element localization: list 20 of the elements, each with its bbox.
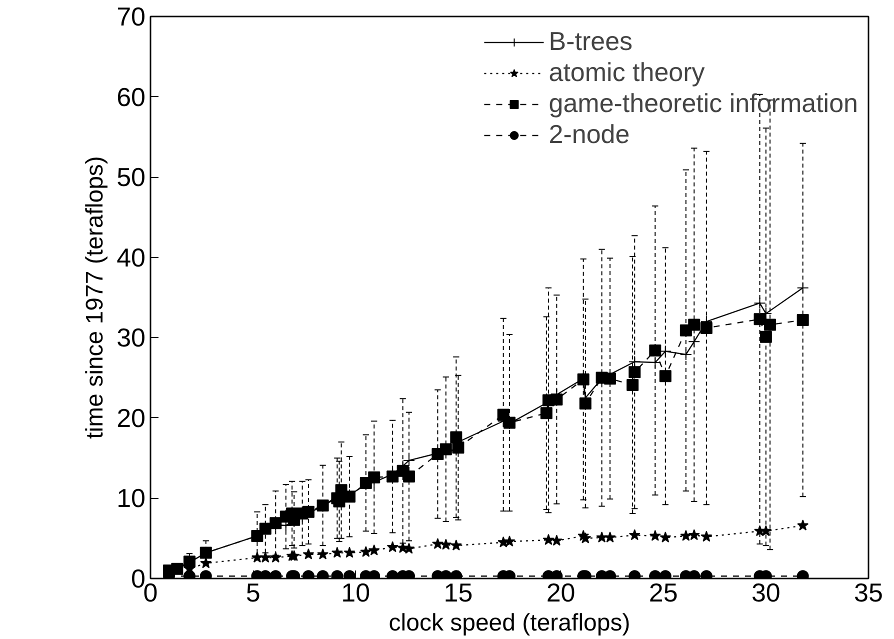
y-tick-label: 20 xyxy=(116,402,146,433)
x-tick-label: 30 xyxy=(751,578,780,608)
x-tick-label: 15 xyxy=(444,578,473,608)
x-tick-label: 10 xyxy=(341,578,370,608)
legend-label: atomic theory xyxy=(548,57,705,88)
y-tick-label: 70 xyxy=(116,2,146,32)
y-tick-label: 60 xyxy=(116,82,146,112)
y-tick-label: 40 xyxy=(116,242,146,272)
x-tick-label: 35 xyxy=(854,578,883,608)
legend-label: game-theoretic information xyxy=(548,88,858,119)
y-axis-title: time since 1977 (teraflops) xyxy=(82,156,109,439)
y-tick-label: 50 xyxy=(116,162,146,192)
x-tick-label: 5 xyxy=(246,578,260,608)
legend-label: B-trees xyxy=(548,26,633,57)
x-tick-label: 25 xyxy=(648,578,678,608)
legend-label: 2-node xyxy=(548,119,630,150)
x-axis-title: clock speed (teraflops) xyxy=(388,610,630,636)
x-tick-label: 20 xyxy=(546,578,576,608)
y-tick-label: 30 xyxy=(116,322,146,353)
y-tick-label: 10 xyxy=(116,483,146,514)
